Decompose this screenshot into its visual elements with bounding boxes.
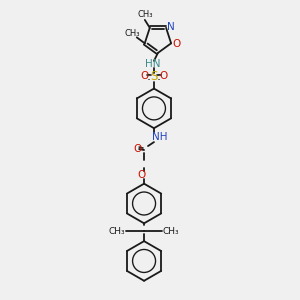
Text: O: O: [160, 71, 168, 81]
Text: :: :: [157, 70, 161, 83]
Text: :: :: [147, 70, 151, 83]
Text: CH₃: CH₃: [109, 227, 126, 236]
Text: CH₃: CH₃: [137, 11, 153, 20]
Text: HN: HN: [145, 59, 161, 69]
Text: N: N: [167, 22, 175, 32]
Text: NH: NH: [152, 132, 168, 142]
Text: O: O: [140, 71, 148, 81]
Text: CH₃: CH₃: [163, 227, 179, 236]
Text: O: O: [172, 39, 180, 49]
Text: CH₃: CH₃: [124, 29, 140, 38]
Text: S: S: [150, 70, 158, 83]
Text: O: O: [137, 170, 145, 180]
Text: O: O: [133, 144, 141, 154]
